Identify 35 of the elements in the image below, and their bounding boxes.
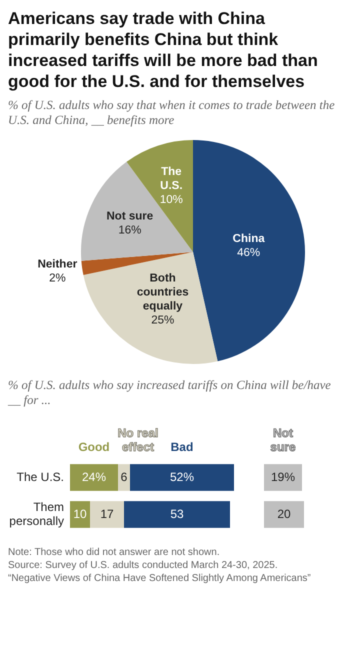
slice-label: Not sure <box>106 210 154 222</box>
slice-label: China <box>232 232 266 245</box>
data-label: 10% <box>160 194 183 206</box>
data-label: 19% <box>270 470 296 484</box>
chart-subtitle: % of U.S. adults who say that when it comes to trade between the U.S. and China, __ benefits more <box>8 98 336 128</box>
bar <box>70 501 90 528</box>
bar <box>70 464 118 491</box>
bar <box>118 464 130 491</box>
data-label: 52% <box>170 470 194 484</box>
data-label: 25% <box>151 314 174 326</box>
chart-title: Americans say trade with China primarily benefits China but think increased tariffs will be more bad than good for the U.S. and for themselves <box>8 8 319 92</box>
slice-label: Neither <box>38 258 78 271</box>
data-label: 24% <box>82 470 106 484</box>
chart-subtitle: % of U.S. adults who say increased tariffs on China will be/have __ for ... <box>8 378 332 408</box>
data-label: 10 <box>73 506 87 521</box>
data-label: 16% <box>118 224 142 236</box>
slice-label: The U.S. <box>160 166 183 192</box>
slice-label: Both countries equally <box>136 272 189 312</box>
series-label: No real effect <box>116 426 160 454</box>
data-label: 20 <box>277 506 291 521</box>
series-label: Not sure <box>269 426 297 454</box>
data-label: 6 <box>120 470 128 484</box>
bar <box>90 501 124 528</box>
series-label: Bad <box>170 440 194 454</box>
bar <box>130 464 234 491</box>
data-label: 2% <box>49 272 66 285</box>
bar <box>124 501 230 528</box>
text: Note: Those who did not answer are not shown. <box>8 546 221 559</box>
y-tick-label: Them personally <box>9 500 64 528</box>
text: “Negative Views of China Have Softened Slightly Among Americans” <box>8 572 312 585</box>
series-label: Good <box>77 440 111 454</box>
data-label: 46% <box>237 246 260 259</box>
source-note: Source: Survey of U.S. adults conducted March 24-30, 2025. <box>8 559 279 572</box>
data-label: 17 <box>100 506 114 521</box>
data-label: 53 <box>170 506 184 521</box>
